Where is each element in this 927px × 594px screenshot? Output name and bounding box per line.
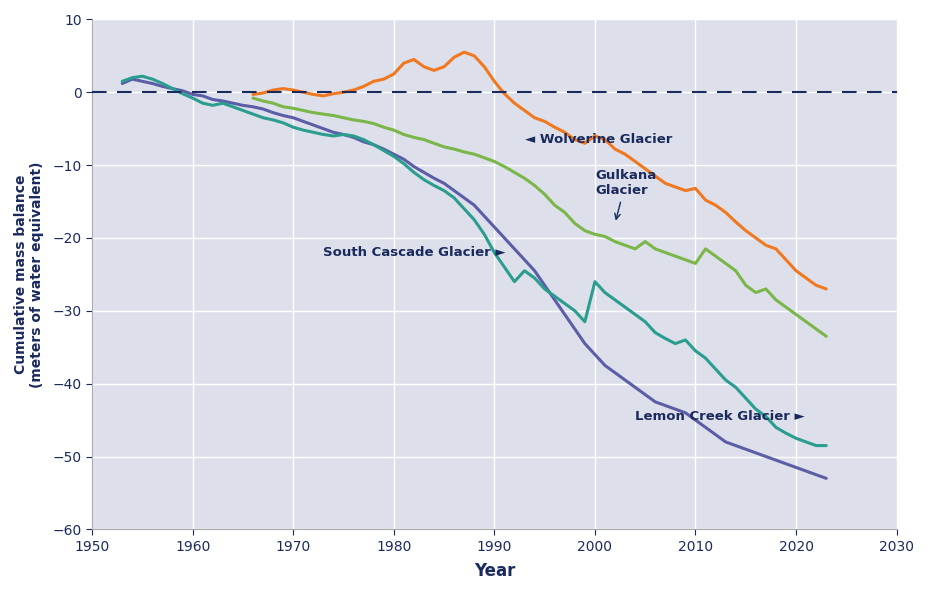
Text: Lemon Creek Glacier ►: Lemon Creek Glacier ► [634, 410, 804, 423]
Text: Gulkana
Glacier: Gulkana Glacier [594, 169, 655, 219]
Y-axis label: Cumulative mass balance
(meters of water equivalent): Cumulative mass balance (meters of water… [14, 161, 44, 388]
Text: ◄ Wolverine Glacier: ◄ Wolverine Glacier [524, 133, 671, 146]
X-axis label: Year: Year [473, 562, 514, 580]
Text: South Cascade Glacier ►: South Cascade Glacier ► [323, 246, 505, 259]
